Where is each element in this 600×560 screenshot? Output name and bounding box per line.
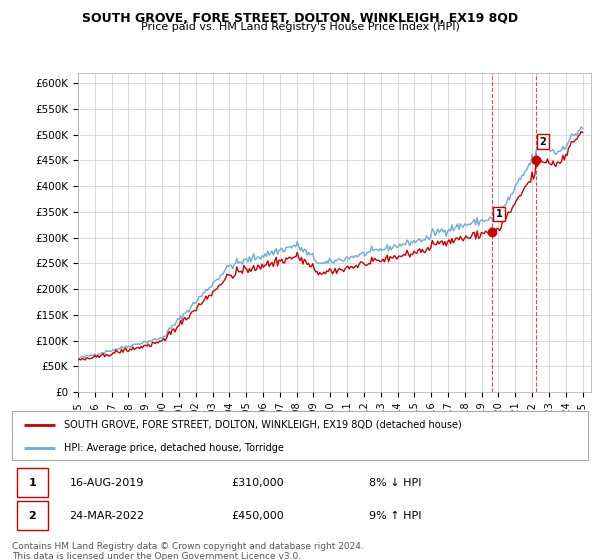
Text: 24-MAR-2022: 24-MAR-2022 — [70, 511, 145, 521]
Text: £450,000: £450,000 — [231, 511, 284, 521]
Text: 9% ↑ HPI: 9% ↑ HPI — [369, 511, 422, 521]
FancyBboxPatch shape — [12, 411, 588, 460]
Text: SOUTH GROVE, FORE STREET, DOLTON, WINKLEIGH, EX19 8QD (detached house): SOUTH GROVE, FORE STREET, DOLTON, WINKLE… — [64, 420, 461, 430]
Text: 2: 2 — [539, 137, 546, 147]
FancyBboxPatch shape — [17, 468, 48, 497]
Text: HPI: Average price, detached house, Torridge: HPI: Average price, detached house, Torr… — [64, 443, 284, 453]
Text: Price paid vs. HM Land Registry's House Price Index (HPI): Price paid vs. HM Land Registry's House … — [140, 22, 460, 32]
Text: Contains HM Land Registry data © Crown copyright and database right 2024.
This d: Contains HM Land Registry data © Crown c… — [12, 542, 364, 560]
Text: £310,000: £310,000 — [231, 478, 284, 488]
Text: 1: 1 — [496, 209, 502, 219]
Text: 8% ↓ HPI: 8% ↓ HPI — [369, 478, 422, 488]
Text: SOUTH GROVE, FORE STREET, DOLTON, WINKLEIGH, EX19 8QD: SOUTH GROVE, FORE STREET, DOLTON, WINKLE… — [82, 12, 518, 25]
Text: 16-AUG-2019: 16-AUG-2019 — [70, 478, 144, 488]
Text: 2: 2 — [28, 511, 36, 521]
Text: 1: 1 — [28, 478, 36, 488]
FancyBboxPatch shape — [17, 501, 48, 530]
